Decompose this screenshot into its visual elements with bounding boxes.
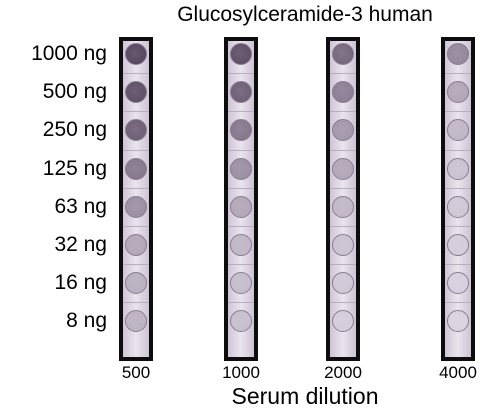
- well-divider: [445, 302, 471, 304]
- blot-spot: [125, 43, 147, 65]
- blot-spot: [332, 81, 354, 104]
- well-divider: [228, 187, 254, 189]
- figure-title: Glucosylceramide-3 human: [177, 3, 433, 26]
- blot-spot: [230, 272, 252, 295]
- blot-spot: [447, 43, 469, 65]
- blot-spot: [447, 234, 469, 256]
- amount-label: 1000 ng: [31, 42, 107, 65]
- well-divider: [445, 264, 471, 266]
- blot-spot: [447, 81, 469, 104]
- blot-spot: [447, 157, 469, 180]
- blot-spot: [332, 157, 354, 180]
- blot-spot: [125, 81, 147, 104]
- blot-spot: [125, 234, 147, 256]
- blot-spot: [125, 157, 147, 180]
- well-divider: [330, 149, 356, 151]
- blot-spot: [125, 119, 147, 142]
- blot-spot: [332, 195, 354, 218]
- amount-label: 250 ng: [42, 118, 107, 142]
- blot-strip: [441, 37, 475, 361]
- blot-spot: [125, 195, 147, 218]
- well-divider: [330, 302, 356, 304]
- well-divider: [228, 264, 254, 266]
- blot-spot: [230, 310, 252, 333]
- well-divider: [445, 111, 471, 113]
- blot-spot: [230, 81, 252, 104]
- well-divider: [123, 149, 149, 151]
- well-divider: [330, 111, 356, 113]
- blot-spot: [332, 310, 354, 333]
- amount-label: 125 ng: [42, 156, 107, 180]
- well-divider: [445, 187, 471, 189]
- well-divider: [123, 264, 149, 266]
- blot-spot: [125, 310, 147, 333]
- well-divider: [228, 225, 254, 227]
- x-axis-label: Serum dilution: [231, 383, 379, 409]
- blot-spot: [230, 195, 252, 218]
- amount-label: 8 ng: [66, 309, 107, 333]
- amount-label: 500 ng: [42, 80, 107, 104]
- blot-spot: [332, 119, 354, 142]
- well-divider: [330, 73, 356, 75]
- well-divider: [330, 187, 356, 189]
- well-divider: [445, 149, 471, 151]
- blot-spot: [332, 234, 354, 256]
- well-divider: [445, 225, 471, 227]
- blot-spot: [332, 272, 354, 295]
- well-divider: [228, 73, 254, 75]
- amount-label: 16 ng: [54, 271, 107, 295]
- blot-spot: [230, 119, 252, 142]
- well-divider: [330, 225, 356, 227]
- blot-membrane: [228, 41, 254, 357]
- well-divider: [123, 73, 149, 75]
- well-divider: [445, 73, 471, 75]
- blot-spot: [230, 157, 252, 180]
- blot-spot: [447, 310, 469, 333]
- well-divider: [123, 302, 149, 304]
- blot-strip: [224, 37, 258, 361]
- blot-strip: [326, 37, 360, 361]
- well-divider: [228, 149, 254, 151]
- well-divider: [123, 111, 149, 113]
- dilution-label: 4000: [439, 363, 477, 382]
- well-divider: [228, 111, 254, 113]
- blot-spot: [447, 119, 469, 142]
- blot-spot: [230, 43, 252, 65]
- blot-membrane: [445, 41, 471, 357]
- well-divider: [228, 302, 254, 304]
- blot-spot: [447, 272, 469, 295]
- blot-spot: [447, 195, 469, 218]
- well-divider: [330, 264, 356, 266]
- blot-spot: [125, 272, 147, 295]
- dilution-label: 1000: [222, 363, 260, 382]
- dilution-label: 500: [121, 363, 151, 382]
- well-divider: [123, 225, 149, 227]
- amount-label: 63 ng: [54, 194, 107, 218]
- well-divider: [123, 187, 149, 189]
- amount-label: 32 ng: [54, 233, 107, 256]
- dilution-label: 2000: [324, 363, 362, 382]
- blot-spot: [332, 43, 354, 65]
- blot-membrane: [123, 41, 149, 357]
- blot-strip: [119, 37, 153, 361]
- blot-membrane: [330, 41, 356, 357]
- blot-spot: [230, 234, 252, 256]
